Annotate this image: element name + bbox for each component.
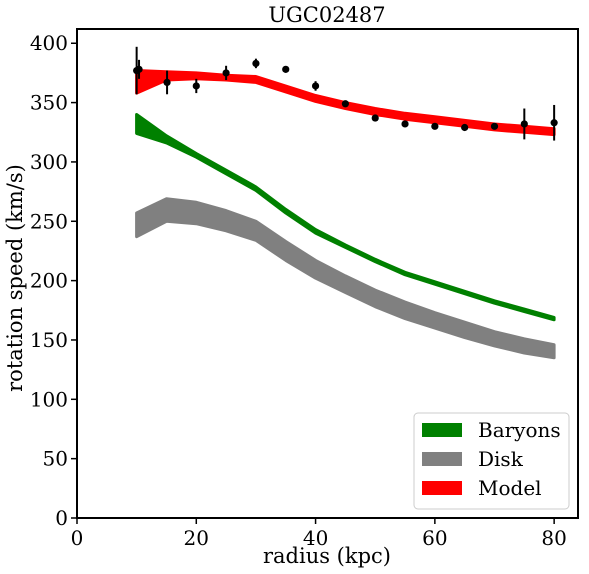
- y-tick-label: 200: [30, 269, 68, 293]
- y-tick-label: 350: [30, 91, 68, 115]
- y-tick-label: 400: [30, 31, 68, 55]
- data-point-marker: [520, 120, 528, 128]
- x-axis: 0 20 40 60 80: [71, 518, 567, 550]
- data-point-marker: [222, 69, 230, 77]
- y-tick-label: 50: [43, 447, 68, 471]
- x-tick-label: 20: [184, 526, 209, 550]
- y-axis-label: rotation speed (km/s): [3, 164, 27, 392]
- observation-point: [192, 78, 200, 94]
- data-point-marker: [282, 65, 290, 73]
- observation-point: [135, 59, 143, 79]
- data-point-marker: [311, 82, 320, 90]
- legend-label: Baryons: [478, 418, 561, 442]
- legend-entry: Model: [422, 476, 542, 500]
- observation-point: [341, 100, 349, 108]
- observation-point: [550, 104, 558, 141]
- y-tick-label: 250: [30, 209, 68, 233]
- observation-point: [163, 70, 171, 95]
- x-tick-label: 0: [71, 526, 84, 550]
- y-tick-label: 100: [30, 387, 68, 411]
- data-point-marker: [163, 78, 171, 87]
- legend-label: Model: [478, 476, 542, 500]
- observation-point: [282, 65, 290, 73]
- observations-layer: [133, 46, 558, 141]
- y-tick-label: 0: [55, 506, 68, 530]
- observation-point: [371, 114, 379, 122]
- data-point-marker: [135, 65, 143, 73]
- y-axis: 0 50 100 150 200 250 300 350 400: [30, 31, 77, 530]
- observation-point: [431, 122, 439, 130]
- data-point-marker: [550, 119, 558, 127]
- x-tick-label: 60: [422, 526, 447, 550]
- x-tick-label: 80: [541, 526, 566, 550]
- data-point-marker: [371, 114, 379, 122]
- y-tick-label: 300: [30, 150, 68, 174]
- data-point-marker: [490, 122, 499, 130]
- chart-title: UGC02487: [268, 3, 385, 27]
- legend-swatch: [422, 423, 462, 437]
- data-point-marker: [341, 100, 349, 108]
- band-baryons: [135, 113, 556, 322]
- legend-swatch: [422, 452, 462, 466]
- observation-point: [520, 108, 528, 140]
- legend-swatch: [422, 481, 462, 495]
- plot-frame: [76, 28, 579, 519]
- band-disk: [135, 197, 556, 360]
- y-tick-label: 150: [30, 328, 68, 352]
- legend-entry: Baryons: [422, 418, 561, 442]
- plot-area: [76, 28, 579, 519]
- x-tick-label: 40: [303, 526, 328, 550]
- bands-layer: [135, 69, 556, 360]
- data-point-marker: [461, 123, 469, 132]
- observation-point: [401, 120, 409, 128]
- legend-label: Disk: [478, 447, 524, 471]
- legend: Baryons Disk Model: [413, 412, 570, 510]
- data-point-marker: [401, 120, 409, 128]
- data-point-marker: [431, 122, 439, 130]
- observation-point: [252, 58, 260, 69]
- data-point-marker: [192, 82, 200, 90]
- data-point-marker: [252, 59, 260, 68]
- observation-point: [222, 65, 230, 81]
- observation-point: [490, 122, 499, 130]
- x-axis-label: radius (kpc): [263, 544, 391, 568]
- observation-point: [461, 123, 469, 132]
- observation-point: [311, 81, 320, 91]
- legend-entry: Disk: [422, 447, 524, 471]
